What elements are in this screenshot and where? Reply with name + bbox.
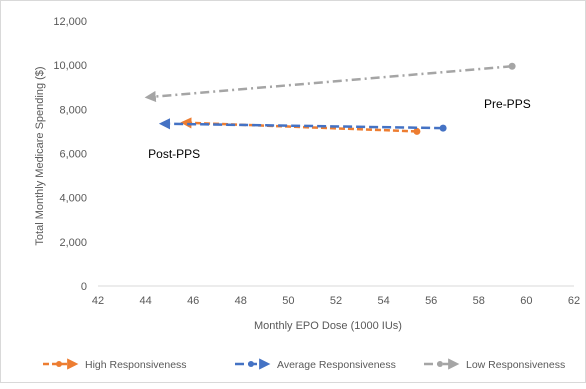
x-tick-label: 52 <box>330 295 342 307</box>
x-tick-label: 62 <box>568 295 580 307</box>
y-tick-label: 6,000 <box>59 149 87 161</box>
annotation-label: Post-PPS <box>148 147 200 161</box>
y-axis-title: Total Monthly Medicare Spending ($) <box>34 66 46 245</box>
y-tick-label: 2,000 <box>59 237 87 249</box>
y-tick-label: 8,000 <box>59 104 87 116</box>
plot-area: 42 44 46 48 50 52 54 56 58 60 62 0 2,000 4,000 6,000 8,… <box>53 16 580 307</box>
y-tick-label: 4,000 <box>59 193 87 205</box>
data-point <box>413 127 421 135</box>
legend-label: Low Responsiveness <box>466 359 565 371</box>
x-axis-title: Monthly EPO Dose (1000 IUs) <box>254 320 402 332</box>
x-tick-label: 48 <box>235 295 247 307</box>
x-tick-label: 42 <box>92 295 104 307</box>
y-tick-label: 0 <box>81 281 87 293</box>
x-tick-label: 54 <box>377 295 389 307</box>
x-tick-label: 44 <box>139 295 151 307</box>
legend-marker <box>248 361 254 367</box>
data-point <box>439 124 447 132</box>
x-tick-label: 56 <box>425 295 437 307</box>
x-tick-label: 58 <box>473 295 485 307</box>
legend-marker <box>437 361 443 367</box>
legend: High Responsiveness Average Responsivenes… <box>43 358 565 371</box>
series-line <box>158 118 444 130</box>
y-tick-label: 10,000 <box>53 60 87 72</box>
legend-label: Average Responsiveness <box>277 359 396 371</box>
series-line <box>180 117 417 133</box>
annotation-label: Pre-PPS <box>484 97 531 111</box>
x-tick-label: 46 <box>187 295 199 307</box>
series-line <box>144 65 513 103</box>
x-tick-label: 60 <box>520 295 532 307</box>
x-tick-label: 50 <box>282 295 294 307</box>
data-point <box>508 62 516 70</box>
y-tick-label: 12,000 <box>53 16 87 28</box>
legend-marker <box>56 361 62 367</box>
legend-label: High Responsiveness <box>85 359 187 371</box>
